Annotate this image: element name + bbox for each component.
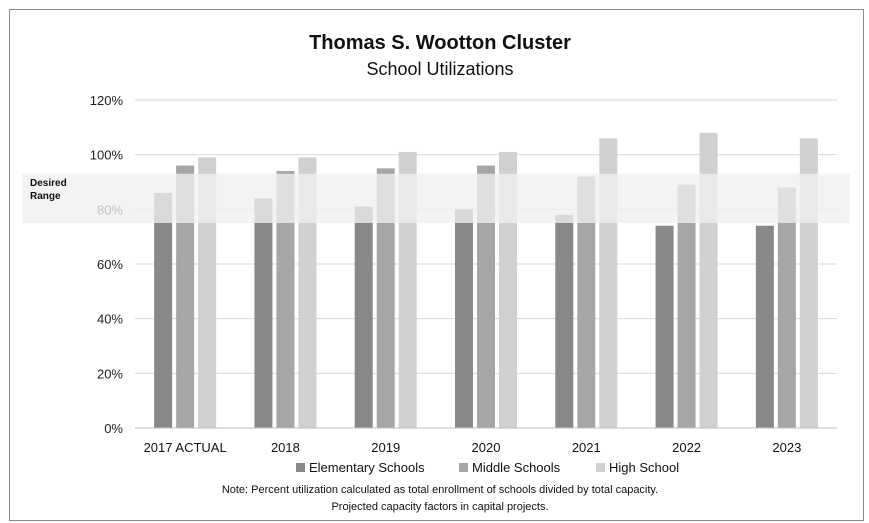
x-tick-label: 2019 [371, 440, 400, 455]
x-tick-label: 2023 [772, 440, 801, 455]
legend-item-elementary-schools: Elementary Schools [296, 460, 425, 475]
legend-label: Elementary Schools [309, 460, 425, 475]
bar-elementary-schools [455, 209, 473, 428]
bar-high-school [198, 157, 217, 428]
legend-item-middle-schools: Middle Schools [459, 460, 561, 475]
x-tick-label: 2022 [672, 440, 701, 455]
bar-middle-schools [477, 165, 495, 428]
legend: Elementary Schools Middle Schools High Sch… [296, 460, 679, 475]
desired-range-label-line2: Range [30, 191, 61, 202]
chart-frame [9, 9, 864, 521]
desired-range-band [22, 173, 850, 223]
y-tick-label: 60% [97, 257, 123, 272]
bar-elementary-schools [755, 225, 774, 428]
y-axis-ticks: 0%20%40%60%80%100%120% [90, 93, 124, 436]
legend-swatch [459, 463, 468, 472]
x-tick-label: 2021 [572, 440, 601, 455]
bar-elementary-schools [655, 225, 674, 428]
bar-middle-schools [276, 171, 295, 429]
bar-middle-schools [176, 165, 195, 428]
y-tick-label: 100% [90, 148, 124, 163]
bars [154, 132, 818, 429]
y-tick-label: 120% [90, 93, 124, 108]
y-tick-label: 0% [104, 421, 123, 436]
legend-swatch [296, 463, 305, 472]
bar-middle-schools [677, 184, 696, 428]
legend-label: Middle Schools [472, 460, 561, 475]
x-axis-categories: 2017 ACTUAL 2018 2019 2020 2021 2022 2023 [144, 440, 802, 455]
note-line-2: Projected capacity factors in capital pr… [331, 501, 548, 513]
desired-range-label-line1: Desired [30, 178, 67, 189]
legend-label: High School [609, 460, 679, 475]
x-tick-label: 2017 ACTUAL [144, 440, 227, 455]
bar-elementary-schools [555, 214, 574, 428]
x-tick-label: 2018 [271, 440, 300, 455]
gridlines [135, 99, 837, 374]
note-line-1: Note: Percent utilization calculated as … [222, 484, 658, 496]
legend-swatch [596, 463, 605, 472]
y-tick-label: 40% [97, 312, 123, 327]
bar-high-school [298, 157, 317, 428]
bar-elementary-schools [354, 206, 373, 428]
bar-middle-schools [577, 176, 596, 428]
legend-item-high-school: High School [596, 460, 679, 475]
bar-middle-schools [777, 187, 796, 428]
bar-elementary-schools [154, 192, 173, 428]
y-tick-label: 20% [97, 366, 123, 381]
x-tick-label: 2020 [472, 440, 501, 455]
bar-elementary-schools [254, 198, 273, 428]
bar-middle-schools [376, 168, 395, 429]
chart-title: Thomas S. Wootton Cluster [309, 32, 571, 54]
chart-subtitle: School Utilizations [366, 59, 513, 79]
